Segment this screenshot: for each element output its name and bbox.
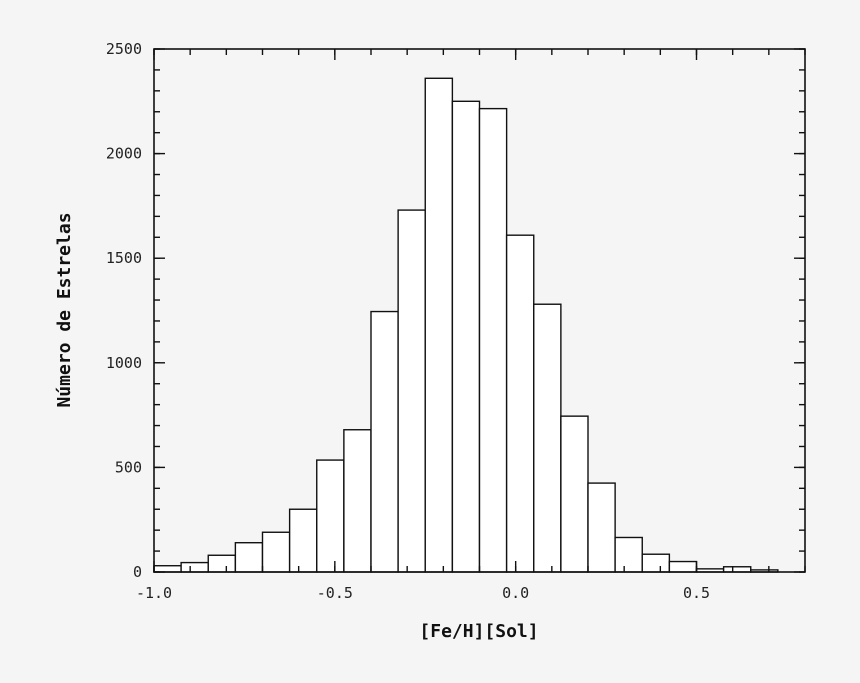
y-tick-label: 1000 <box>106 354 142 372</box>
y-tick-label: 0 <box>133 563 142 581</box>
histogram-bar <box>370 310 399 573</box>
ticks-group <box>153 48 806 573</box>
histogram-bar <box>587 482 616 573</box>
histogram-bar <box>234 542 264 573</box>
histogram-bar <box>478 107 508 573</box>
histogram-bar <box>641 553 671 573</box>
x-tick-label: -1.0 <box>136 584 172 602</box>
histogram-bar <box>343 429 372 573</box>
histogram-bar <box>180 561 209 573</box>
bars-group <box>153 77 779 573</box>
y-tick-label: 500 <box>115 458 142 476</box>
x-tick-label: 0.5 <box>683 584 710 602</box>
tick-labels-group: -1.0 -0.5 0.0 0.5 0 500 1000 1500 2000 2500 <box>106 40 710 602</box>
histogram-bar <box>560 415 589 573</box>
histogram-bar <box>207 554 237 573</box>
histogram-bar <box>505 234 535 573</box>
histogram-bar <box>261 531 291 573</box>
histogram-bar <box>451 100 481 573</box>
y-tick-label: 2000 <box>106 145 142 163</box>
x-axis-title: [Fe/H][Sol] <box>419 621 538 642</box>
histogram-bar <box>668 560 698 573</box>
histogram-bar <box>424 77 454 573</box>
histogram-bar <box>153 565 182 573</box>
y-tick-label: 2500 <box>106 40 142 58</box>
histogram-bar <box>533 303 562 573</box>
histogram-bar <box>316 459 345 573</box>
x-tick-label: 0.0 <box>502 584 529 602</box>
y-axis-title: Número de Estrelas <box>54 212 75 407</box>
histogram-bar <box>288 508 318 573</box>
histogram-bar <box>614 536 643 573</box>
x-tick-label: -0.5 <box>317 584 353 602</box>
histogram-bar <box>397 209 426 573</box>
y-tick-label: 1500 <box>106 249 142 267</box>
